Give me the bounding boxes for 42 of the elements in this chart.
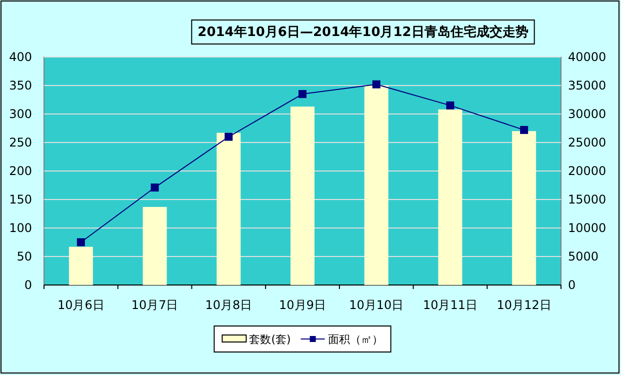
y-tick-label: 150	[9, 192, 32, 206]
bar	[142, 206, 167, 285]
y2-tick-label: 10000	[568, 221, 606, 235]
y2-tick-label: 30000	[568, 107, 606, 121]
point	[224, 132, 233, 141]
x-tick-label: 10月12日	[496, 298, 552, 312]
chart-title: 2014年10月6日—2014年10月12日青岛住宅成交走势	[198, 24, 528, 40]
bar	[290, 106, 314, 285]
point	[150, 184, 159, 192]
bar	[68, 246, 93, 285]
x-tick-label: 10月10日	[349, 298, 404, 312]
point	[520, 126, 528, 134]
y2-tick-label: 25000	[568, 136, 606, 150]
x-tick-label: 10月11日	[422, 298, 478, 312]
y2-tick-label: 20000	[568, 164, 606, 178]
y-tick-label: 200	[9, 164, 32, 178]
y2-tick-label: 5000	[568, 250, 599, 264]
point	[446, 101, 454, 110]
y2-tick-label: 0	[568, 278, 576, 292]
x-tick-label: 10月9日	[279, 298, 326, 312]
bar	[364, 86, 388, 285]
y-tick-label: 300	[9, 107, 32, 121]
y-tick-label: 100	[9, 221, 32, 235]
y-tick-label: 400	[9, 50, 32, 64]
point	[76, 238, 85, 246]
y-tick-label: 350	[9, 78, 32, 92]
point	[372, 80, 380, 88]
y2-tick-label: 15000	[568, 192, 606, 206]
x-tick-label: 10月6日	[57, 298, 104, 312]
x-tick-label: 10月7日	[131, 298, 178, 312]
x-tick-label: 10月8日	[205, 298, 252, 312]
point	[298, 90, 306, 98]
y-tick-label: 50	[16, 250, 32, 264]
legend-label: 套数(套)	[249, 333, 291, 346]
y2-tick-label: 35000	[568, 78, 606, 92]
y-tick-label: 0	[24, 278, 32, 292]
y2-tick-label: 40000	[568, 50, 606, 64]
bar	[512, 131, 536, 285]
y-tick-label: 250	[9, 136, 32, 150]
legend-label: 面积（㎡）	[328, 333, 383, 346]
bar	[438, 109, 462, 285]
bar	[216, 132, 241, 285]
